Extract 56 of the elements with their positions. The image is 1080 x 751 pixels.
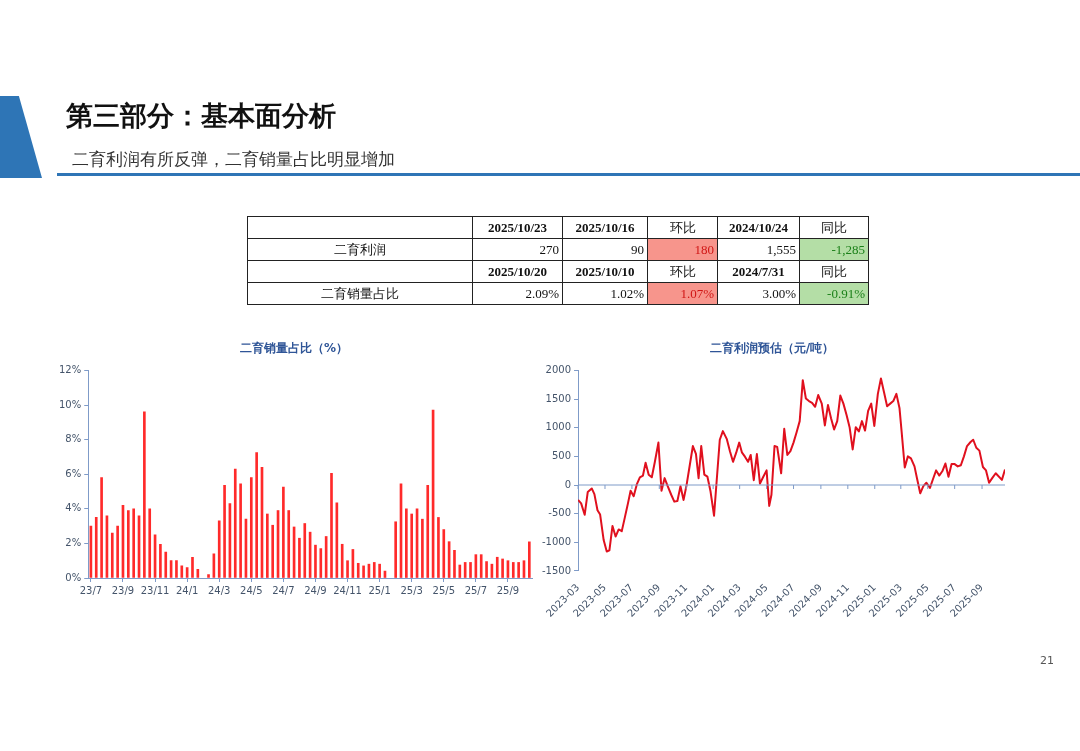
text: 2025/10/23 [487, 219, 548, 235]
text: 同比 [821, 219, 847, 235]
y-tick-label: 6% [65, 467, 82, 479]
chart-title: 二育利润预估（元/吨） [709, 341, 835, 356]
text: 90 [631, 241, 644, 257]
x-tick-label: 24/3 [207, 584, 231, 596]
y-tick-label: 10% [58, 398, 82, 410]
text: 2024/7/31 [732, 263, 785, 279]
y-tick-label: 1500 [545, 392, 572, 404]
x-tick-label: 24/9 [304, 584, 327, 596]
text: -1,285 [831, 241, 865, 257]
x-tick-label: 24/11 [333, 584, 362, 596]
x-tick-label: 24/7 [272, 584, 295, 596]
text: -0.91% [827, 285, 865, 301]
x-tick-label: 23/9 [111, 584, 135, 596]
text: 2.09% [525, 285, 559, 301]
y-tick-label: 0% [65, 571, 82, 583]
text: 1,555 [766, 241, 796, 257]
text: 二育利润 [334, 241, 386, 257]
text: 二育利润有所反弹，二育销量占比明显增加 [72, 148, 395, 171]
y-tick-label: 12% [58, 363, 82, 375]
text: 3.00% [762, 285, 796, 301]
x-tick-label: 25/3 [400, 584, 423, 596]
x-tick-label: 25/5 [432, 584, 456, 596]
text: 2025/10/10 [575, 263, 635, 279]
text: 21 [1040, 654, 1054, 667]
text: 1.07% [680, 285, 714, 301]
text: 同比 [821, 263, 847, 279]
text: 270 [539, 241, 559, 257]
y-tick-label: 1000 [545, 421, 572, 433]
y-tick-label: 8% [65, 433, 82, 445]
text: 180 [694, 241, 714, 257]
y-tick-label: 4% [65, 502, 82, 514]
y-tick-label: 0 [564, 478, 572, 490]
x-tick-label: 25/9 [496, 584, 520, 596]
y-tick-label: -1000 [542, 535, 572, 547]
x-tick-label: 25/1 [368, 584, 391, 596]
text: 二育销量占比 [321, 285, 399, 301]
x-tick-label: 25/7 [464, 584, 488, 596]
y-tick-label: 2% [65, 536, 82, 548]
text: 第三部分：基本面分析 [66, 99, 336, 133]
x-tick-label: 24/5 [240, 584, 263, 596]
chart-title: 二育销量占比（%） [239, 341, 349, 356]
y-tick-label: 2000 [545, 363, 572, 375]
y-tick-label: 500 [551, 449, 572, 461]
x-tick-label: 23/11 [140, 584, 170, 596]
text: 1.02% [610, 285, 644, 301]
y-tick-label: -500 [548, 507, 572, 519]
text: 环比 [669, 263, 696, 279]
y-tick-label: -1500 [542, 564, 572, 576]
x-tick-label: 24/1 [175, 584, 199, 596]
text: 2024/10/24 [728, 219, 789, 235]
x-tick-label: 23/7 [79, 584, 103, 596]
text: 环比 [669, 219, 696, 235]
text: 2025/10/16 [575, 219, 635, 235]
text: 2025/10/20 [487, 263, 548, 279]
